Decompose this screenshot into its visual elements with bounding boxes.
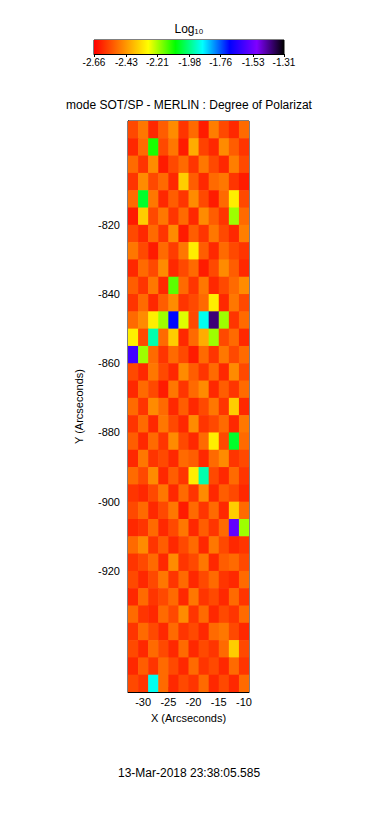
svg-text:-2.66: -2.66 [83, 57, 106, 68]
svg-text:-1.98: -1.98 [178, 57, 201, 68]
svg-text:-15: -15 [211, 696, 227, 708]
svg-text:-2.43: -2.43 [115, 57, 138, 68]
svg-text:-820: -820 [98, 219, 120, 231]
svg-text:-20: -20 [186, 696, 202, 708]
svg-text:-30: -30 [135, 696, 151, 708]
svg-text:-2.21: -2.21 [146, 57, 169, 68]
svg-text:-1.53: -1.53 [242, 57, 265, 68]
svg-text:-920: -920 [98, 565, 120, 577]
svg-text:-900: -900 [98, 496, 120, 508]
svg-text:-10: -10 [236, 696, 252, 708]
svg-text:Y (Arcseconds): Y (Arcseconds) [73, 369, 85, 444]
svg-text:-1.31: -1.31 [273, 57, 296, 68]
svg-text:-1.76: -1.76 [209, 57, 232, 68]
svg-text:X (Arcseconds): X (Arcseconds) [151, 712, 226, 724]
svg-text:-860: -860 [98, 357, 120, 369]
svg-text:mode SOT/SP - MERLIN : Degree: mode SOT/SP - MERLIN : Degree of Polariz… [66, 98, 313, 112]
svg-text:-25: -25 [160, 696, 176, 708]
svg-text:13-Mar-2018 23:38:05.585: 13-Mar-2018 23:38:05.585 [118, 766, 260, 780]
svg-text:-880: -880 [98, 426, 120, 438]
svg-text:Log₁₀: Log₁₀ [174, 22, 203, 36]
svg-text:-840: -840 [98, 288, 120, 300]
